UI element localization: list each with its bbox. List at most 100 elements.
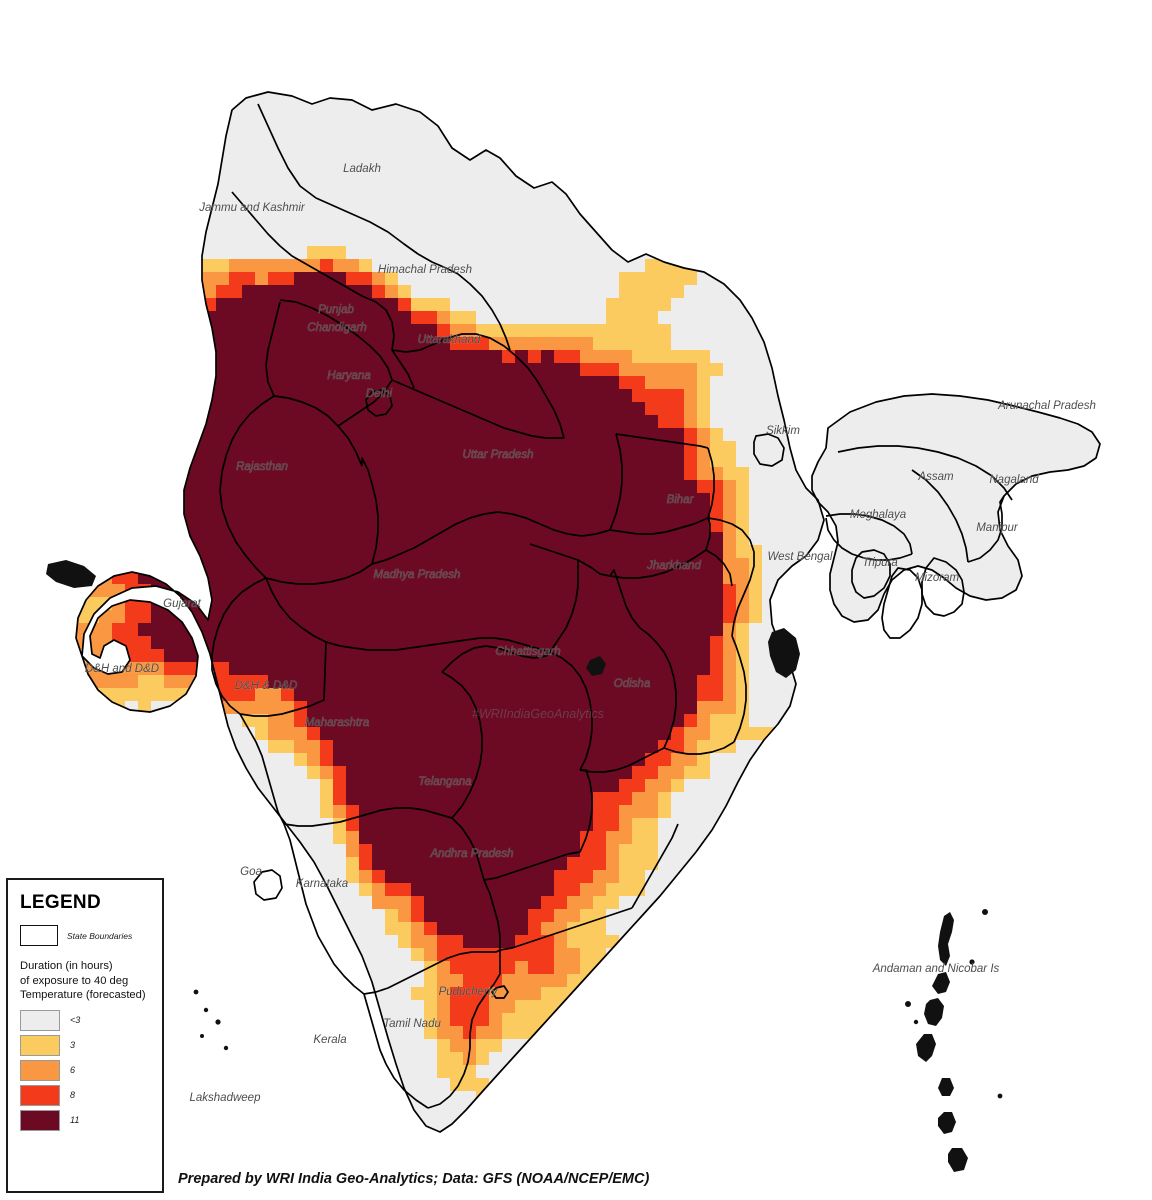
heat-cell [870, 411, 884, 425]
heat-cell [857, 450, 871, 464]
heat-cell [268, 415, 282, 429]
heat-cell [619, 350, 633, 364]
heat-cell [346, 129, 360, 143]
heat-cell [528, 558, 542, 572]
heat-cell [281, 259, 295, 273]
heat-cell [632, 415, 646, 429]
heat-cell [229, 350, 243, 364]
heat-cell [935, 394, 949, 399]
heat-cell [580, 467, 594, 481]
heat-cell [619, 753, 633, 767]
heat-cell [554, 779, 568, 793]
heat-cell [450, 337, 464, 351]
heat-cell [528, 311, 542, 325]
heat-cell [268, 350, 282, 364]
heat-cell [255, 636, 269, 650]
heat-cell [554, 389, 568, 403]
heat-cell [294, 155, 308, 169]
heat-cell [567, 818, 581, 832]
heat-cell [398, 454, 412, 468]
heat-cell [684, 662, 698, 676]
heat-cell [229, 584, 243, 598]
heat-cell [242, 259, 256, 273]
heat-cell [762, 402, 776, 416]
heat-cell [385, 363, 399, 377]
heat-cell [307, 545, 321, 559]
heat-cell [749, 701, 763, 715]
heat-cell [554, 974, 568, 988]
heat-cell [606, 857, 620, 871]
heat-cell [398, 467, 412, 481]
heat-cell [528, 948, 542, 962]
heat-cell [515, 688, 529, 702]
heat-cell [229, 610, 243, 624]
heat-cell [697, 272, 711, 286]
heat-cell [333, 532, 347, 546]
heat-cell [541, 896, 555, 910]
heat-cell [450, 259, 464, 273]
heat-cell [645, 415, 659, 429]
heat-cell [242, 311, 256, 325]
heat-cell [359, 324, 373, 338]
heat-cell [294, 233, 308, 247]
heat-cell [528, 805, 542, 819]
heat-cell [749, 532, 763, 546]
heat-cell [294, 519, 308, 533]
heat-cell [346, 181, 360, 195]
heat-cell [281, 480, 295, 494]
heat-cell [658, 818, 672, 832]
heat-cell [385, 701, 399, 715]
heat-cell [684, 766, 698, 780]
heat-cell [476, 246, 490, 260]
heat-cell [515, 766, 529, 780]
heat-cell [710, 597, 724, 611]
heat-cell [411, 1052, 425, 1066]
heat-cell [346, 636, 360, 650]
heat-cell [606, 311, 620, 325]
heat-cell [554, 298, 568, 312]
heat-cell [606, 285, 620, 299]
heat-cell [580, 597, 594, 611]
heat-cell [320, 324, 334, 338]
heat-cell [424, 1039, 438, 1053]
heat-cell [437, 831, 451, 845]
heat-cell [632, 428, 646, 442]
heat-cell [463, 454, 477, 468]
heat-cell [762, 519, 776, 533]
heat-cell [489, 740, 503, 754]
heat-cell [398, 194, 412, 208]
heat-cell [857, 424, 871, 438]
heat-cell [606, 636, 620, 650]
heat-cell [203, 285, 217, 299]
heat-cell [736, 532, 750, 546]
heat-cell [619, 272, 633, 286]
heat-cell [645, 298, 659, 312]
heat-cell [437, 935, 451, 949]
heat-cell [554, 454, 568, 468]
heat-cell [320, 857, 334, 871]
heat-cell [411, 753, 425, 767]
heat-cell [502, 402, 516, 416]
heat-cell [684, 623, 698, 637]
heat-cell [723, 753, 737, 767]
heat-cell [424, 285, 438, 299]
heat-cell [294, 207, 308, 221]
heat-cell [671, 298, 685, 312]
heat-cell [671, 727, 685, 741]
heat-cell [242, 181, 256, 195]
heat-cell [333, 233, 347, 247]
heat-cell [216, 662, 230, 676]
heat-cell [294, 194, 308, 208]
heat-cell [307, 285, 321, 299]
heat-cell [658, 805, 672, 819]
heat-cell [307, 818, 321, 832]
heat-cell [567, 805, 581, 819]
heat-cell [216, 311, 230, 325]
heat-cell [372, 181, 386, 195]
heat-cell [632, 337, 646, 351]
heat-cell [567, 545, 581, 559]
heat-cell [372, 948, 386, 962]
heat-cell [450, 1052, 464, 1066]
heat-cell [645, 623, 659, 637]
